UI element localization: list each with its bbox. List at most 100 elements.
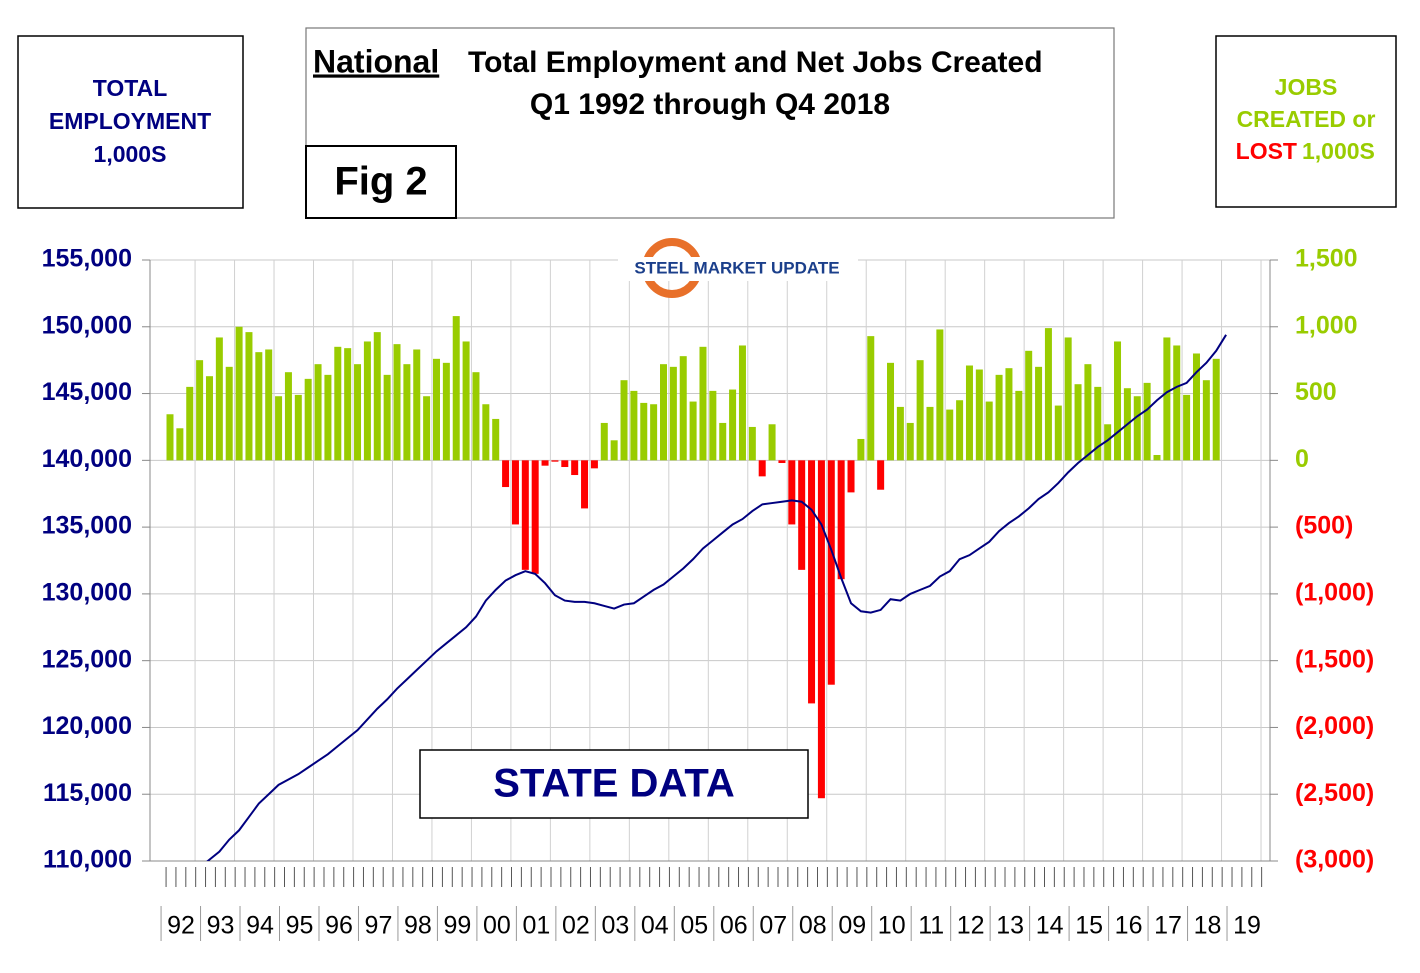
y-tick-label: 130,000	[42, 578, 132, 606]
y-tick-label: 125,000	[42, 645, 132, 673]
bar	[837, 460, 845, 580]
y2-label: LOST	[1236, 138, 1297, 164]
x-tick-label: 01	[522, 912, 550, 940]
bar	[798, 460, 806, 570]
bar	[1015, 390, 1023, 461]
bar	[926, 406, 934, 461]
x-tick-label: 19	[1233, 912, 1261, 940]
y2-tick-label: (2,500)	[1295, 779, 1374, 807]
bar	[531, 460, 539, 574]
bar	[936, 329, 944, 461]
y2-tick-label: (1,500)	[1295, 645, 1374, 673]
bar	[906, 422, 914, 461]
x-tick-label: 08	[799, 912, 827, 940]
bar	[1133, 396, 1141, 461]
logo-backdrop	[618, 257, 858, 281]
x-tick-label: 02	[562, 912, 590, 940]
bar	[196, 360, 204, 461]
bar	[393, 344, 401, 461]
bar	[975, 369, 983, 461]
bar	[640, 402, 648, 461]
bar	[719, 422, 727, 461]
bar	[620, 380, 628, 461]
bar	[768, 424, 776, 461]
bar	[502, 460, 510, 488]
bar	[255, 352, 263, 461]
figure-box	[305, 145, 457, 219]
bar	[1025, 350, 1033, 461]
bar	[541, 460, 549, 466]
line	[206, 334, 1227, 861]
bar	[650, 404, 658, 461]
y-tick-label: 135,000	[42, 512, 132, 540]
x-tick-label: 94	[246, 912, 274, 940]
x-tick-label: 07	[759, 912, 787, 940]
bar	[1084, 364, 1092, 461]
x-tick-label: 03	[601, 912, 629, 940]
x-tick-label: 05	[680, 912, 708, 940]
x-tick-label: 12	[957, 912, 985, 940]
y-label-box	[17, 35, 244, 209]
bar	[788, 460, 796, 525]
bar	[630, 390, 638, 461]
bar	[215, 337, 223, 461]
y2-tick-label: (500)	[1295, 512, 1353, 540]
bar	[482, 404, 490, 461]
bar	[432, 358, 440, 461]
bar	[995, 374, 1003, 461]
bar	[1044, 328, 1052, 461]
y-tick-label: 145,000	[42, 378, 132, 406]
bar	[1143, 382, 1151, 461]
bar	[1212, 358, 1220, 461]
x-tick-label: 97	[365, 912, 393, 940]
bar	[1035, 366, 1043, 461]
bar	[877, 460, 885, 490]
bar	[857, 438, 865, 461]
bar	[610, 440, 618, 461]
bar	[660, 364, 667, 461]
bar	[294, 394, 302, 461]
bar	[373, 332, 381, 461]
bar	[423, 396, 431, 461]
marks	[166, 316, 1227, 861]
x-tick-label: 17	[1154, 912, 1182, 940]
bar	[590, 460, 598, 469]
bar	[1074, 384, 1082, 461]
y-tick-label: 110,000	[43, 846, 132, 874]
bar	[1054, 405, 1062, 461]
bar	[1202, 380, 1210, 461]
y2-label: CREATED or	[1237, 106, 1376, 132]
bar	[1114, 341, 1122, 461]
bar	[1183, 394, 1191, 461]
bar	[778, 460, 786, 464]
bar	[492, 418, 500, 461]
y2-label: JOBS	[1275, 74, 1338, 100]
y2-tick-label: 1,000	[1295, 311, 1358, 339]
bar	[965, 365, 973, 461]
bar	[551, 460, 559, 462]
x-tick-label: 04	[641, 912, 669, 940]
x-tick-label: 09	[838, 912, 866, 940]
bar	[462, 341, 470, 461]
x-tick-label: 06	[720, 912, 748, 940]
bar	[284, 372, 292, 461]
chart-title: National	[313, 43, 439, 79]
bar	[354, 364, 362, 461]
chart-title: Total Employment and Net Jobs Created	[468, 46, 1043, 79]
x-tick-label: 18	[1194, 912, 1222, 940]
bar	[176, 428, 184, 461]
bar	[679, 356, 687, 461]
bar	[245, 332, 253, 461]
bar	[304, 378, 312, 461]
bar	[887, 362, 895, 461]
x-tick-label: 14	[1036, 912, 1064, 940]
x-tick-label: 16	[1115, 912, 1143, 940]
bar	[669, 366, 677, 461]
bar	[817, 460, 825, 799]
bar	[709, 390, 717, 461]
bar	[827, 460, 835, 685]
bar	[1104, 424, 1112, 461]
x-tick-label: 00	[483, 912, 511, 940]
y2-tick-label: 500	[1295, 378, 1337, 406]
bar	[275, 396, 283, 461]
